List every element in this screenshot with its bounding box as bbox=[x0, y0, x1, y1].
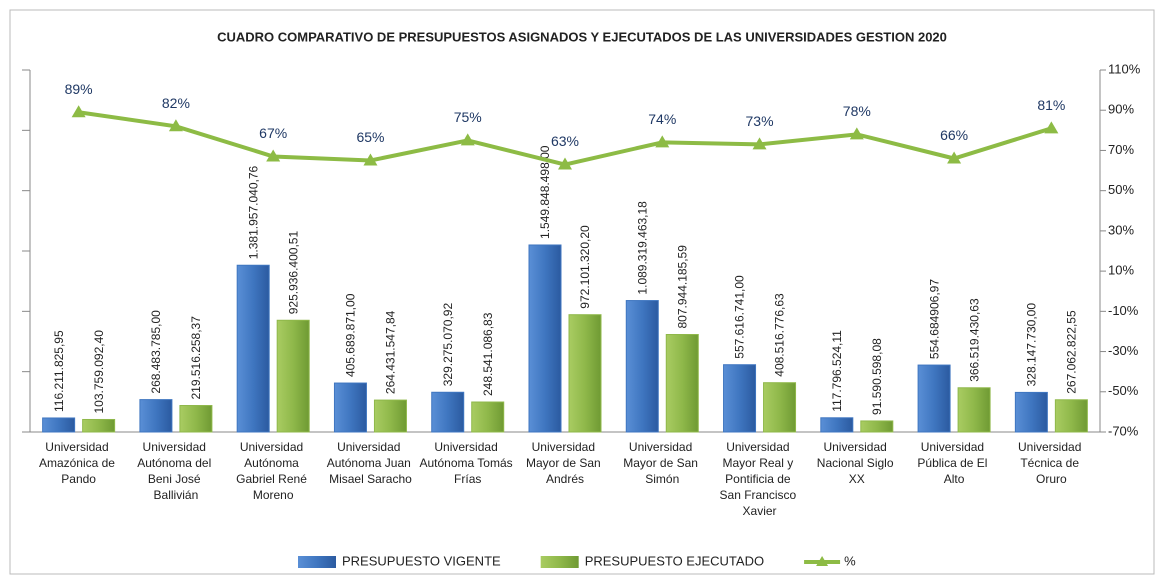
bar-value-label: 554.684906,97 bbox=[927, 279, 941, 359]
bar-value-label: 329.275.070,92 bbox=[441, 303, 455, 387]
line-marker bbox=[460, 133, 475, 146]
line-value-label: 82% bbox=[162, 95, 190, 111]
x-tick-label: Universidad Amazónica de Pando bbox=[39, 440, 118, 486]
legend-swatch bbox=[298, 556, 336, 568]
chart-title: CUADRO COMPARATIVO DE PRESUPUESTOS ASIGN… bbox=[217, 29, 947, 44]
x-tick-label: Universidad Mayor de San Andrés bbox=[526, 440, 604, 486]
bar-value-label: 267.062.822,55 bbox=[1065, 310, 1079, 394]
x-tick-label: Universidad Pública de El Alto bbox=[917, 440, 990, 486]
line-marker bbox=[558, 157, 572, 170]
bar bbox=[236, 264, 270, 433]
chart-frame bbox=[9, 9, 1155, 575]
bar bbox=[276, 319, 310, 433]
line-value-label: 89% bbox=[65, 81, 93, 97]
bar-value-label: 328.147.730,00 bbox=[1025, 303, 1039, 387]
bar-value-label: 248.541.086,83 bbox=[481, 312, 495, 396]
bar-value-label: 264.431.547,84 bbox=[384, 310, 398, 394]
x-tick-label: Universidad Mayor de San Simón bbox=[623, 440, 701, 486]
line-value-label: 78% bbox=[843, 103, 871, 119]
bar-value-label: 972.101.320,20 bbox=[578, 225, 592, 309]
line-value-label: 67% bbox=[259, 125, 287, 141]
line-value-label: 63% bbox=[551, 133, 579, 149]
bar-value-label: 219.516.258,37 bbox=[189, 316, 203, 400]
x-tick-label: Universidad Autónoma Gabriel René Moreno bbox=[236, 440, 310, 502]
bar bbox=[431, 391, 465, 433]
bar-value-label: 925.936.400,51 bbox=[286, 231, 300, 315]
y2-tick-label: 70% bbox=[1108, 142, 1134, 157]
bar-value-label: 1.381.957.040,76 bbox=[246, 165, 260, 259]
line-marker bbox=[1044, 121, 1059, 134]
bar-value-label: 408.516.776,63 bbox=[773, 293, 787, 377]
bar-value-label: 91.590.598,08 bbox=[870, 338, 884, 415]
bar-value-label: 557.616.741,00 bbox=[733, 275, 747, 359]
bar bbox=[179, 405, 213, 433]
bar bbox=[860, 420, 894, 433]
bar-value-label: 103.759.092,40 bbox=[92, 330, 106, 414]
bar bbox=[333, 382, 367, 433]
line-value-label: 81% bbox=[1037, 97, 1065, 113]
bar bbox=[42, 417, 76, 433]
line-marker bbox=[947, 151, 962, 164]
line-marker bbox=[655, 135, 670, 148]
bar bbox=[820, 417, 854, 433]
bar-value-label: 1.549.848.498,00 bbox=[538, 145, 552, 239]
bar bbox=[665, 334, 699, 433]
bar-value-label: 116.211.825,95 bbox=[52, 330, 66, 412]
bar bbox=[471, 401, 505, 433]
legend-label: PRESUPUESTO EJECUTADO bbox=[585, 553, 764, 568]
line-marker bbox=[849, 127, 864, 140]
y2-tick-label: -30% bbox=[1108, 343, 1139, 358]
x-tick-label: Universidad Técnica de Oruro bbox=[1018, 440, 1085, 486]
line-marker bbox=[752, 137, 767, 150]
line-value-label: 65% bbox=[356, 129, 384, 145]
legend-marker bbox=[816, 556, 829, 566]
bar bbox=[917, 364, 951, 433]
bar bbox=[723, 364, 757, 433]
line-marker bbox=[71, 105, 86, 118]
line-value-label: 75% bbox=[454, 109, 482, 125]
y2-tick-label: 30% bbox=[1108, 222, 1134, 237]
bar-value-label: 117.796.524,11 bbox=[830, 330, 844, 412]
bar bbox=[139, 399, 173, 433]
y2-tick-label: -50% bbox=[1108, 383, 1139, 398]
bar bbox=[82, 418, 116, 433]
line-marker bbox=[168, 119, 183, 132]
x-tick-label: Universidad Autónoma Tomás Frías bbox=[419, 440, 516, 486]
y2-tick-label: 10% bbox=[1108, 263, 1134, 278]
bar-value-label: 405.689.871,00 bbox=[344, 293, 358, 377]
y2-tick-label: 110% bbox=[1108, 61, 1141, 76]
legend-label: PRESUPUESTO VIGENTE bbox=[342, 553, 501, 568]
bar bbox=[1014, 391, 1048, 433]
line-marker bbox=[266, 149, 281, 162]
y2-tick-label: -70% bbox=[1108, 423, 1139, 438]
line-value-label: 66% bbox=[940, 127, 968, 143]
legend-swatch bbox=[540, 556, 579, 568]
legend-label: % bbox=[844, 553, 856, 568]
bar bbox=[568, 314, 602, 433]
y2-tick-label: 50% bbox=[1108, 182, 1134, 197]
bar bbox=[1054, 399, 1088, 433]
bar bbox=[625, 300, 659, 433]
bar bbox=[763, 382, 797, 433]
bar-value-label: 807.944.185,59 bbox=[675, 245, 689, 329]
bar bbox=[528, 244, 562, 433]
x-tick-label: Universidad Autónoma del Beni José Balli… bbox=[137, 440, 214, 502]
bar-value-label: 268.483.785,00 bbox=[149, 310, 163, 394]
y2-tick-label: 90% bbox=[1108, 102, 1134, 117]
line-value-label: 73% bbox=[746, 113, 774, 129]
line-marker bbox=[363, 153, 378, 166]
bar bbox=[957, 387, 991, 433]
line-value-label: 74% bbox=[648, 111, 676, 127]
x-tick-label: Universidad Mayor Real y Pontificia de S… bbox=[720, 440, 800, 518]
bar bbox=[373, 399, 407, 433]
x-tick-label: Universidad Autónoma Juan Misael Saracho bbox=[327, 440, 414, 486]
x-tick-label: Universidad Nacional Siglo XX bbox=[817, 440, 897, 486]
bar-value-label: 366.519.430,63 bbox=[967, 298, 981, 382]
bar-value-label: 1.089.319.463,18 bbox=[635, 201, 649, 295]
y2-tick-label: -10% bbox=[1108, 303, 1139, 318]
